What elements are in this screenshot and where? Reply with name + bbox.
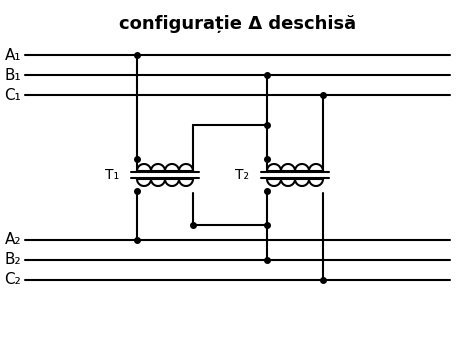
- Text: T₁: T₁: [105, 168, 119, 182]
- Text: B₂: B₂: [4, 253, 21, 267]
- Text: C₂: C₂: [4, 273, 21, 287]
- Text: B₁: B₁: [4, 67, 21, 82]
- Text: T₂: T₂: [235, 168, 249, 182]
- Text: A₂: A₂: [4, 233, 21, 247]
- Text: configurație Δ deschisă: configurație Δ deschisă: [119, 15, 356, 33]
- Text: A₁: A₁: [4, 47, 21, 62]
- Text: C₁: C₁: [4, 87, 21, 102]
